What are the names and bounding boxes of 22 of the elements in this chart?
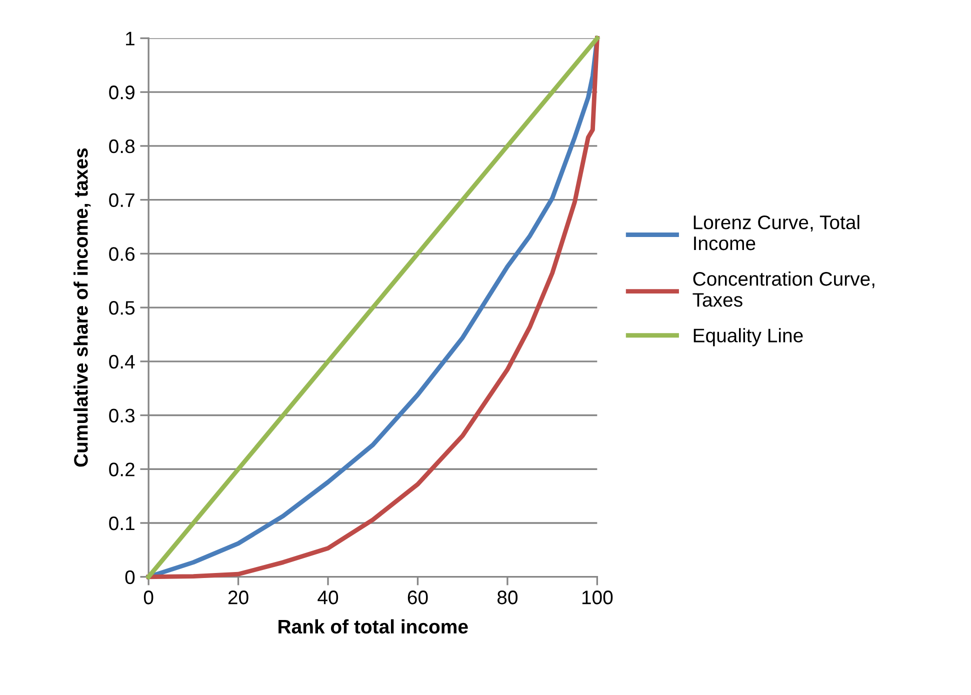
y-tick-label: 0.2 (109, 462, 134, 476)
x-tick-label: 80 (497, 590, 518, 604)
y-tick-label: 0.9 (109, 86, 134, 100)
y-tick-label: 1 (126, 32, 134, 46)
legend-label: Lorenz Curve, Total Income (694, 214, 860, 250)
x-tick-label: 100 (582, 590, 613, 604)
y-tick-label: 0.5 (109, 301, 135, 315)
y-tick-label: 0.3 (109, 408, 135, 422)
x-tick-label: 60 (408, 590, 428, 604)
legend-label: Equality Line (694, 328, 803, 346)
x-tick-label: 40 (318, 590, 338, 604)
legend-label: Concentration Curve, Taxes (692, 272, 874, 307)
y-tick-label: 0.8 (109, 139, 135, 154)
x-tick-label: 0 (144, 590, 154, 604)
y-tick-label: 0.1 (109, 516, 134, 530)
y-tick-label: 0.4 (109, 354, 135, 369)
y-tick-label: 0 (125, 570, 135, 584)
y-tick-label: 0.6 (109, 247, 135, 261)
x-tick-label: 20 (228, 590, 248, 604)
y-axis-title: Cumulative share of income, taxes (74, 148, 91, 467)
y-tick-label: 0.7 (109, 193, 134, 208)
x-axis-title: Rank of total income (278, 619, 468, 634)
